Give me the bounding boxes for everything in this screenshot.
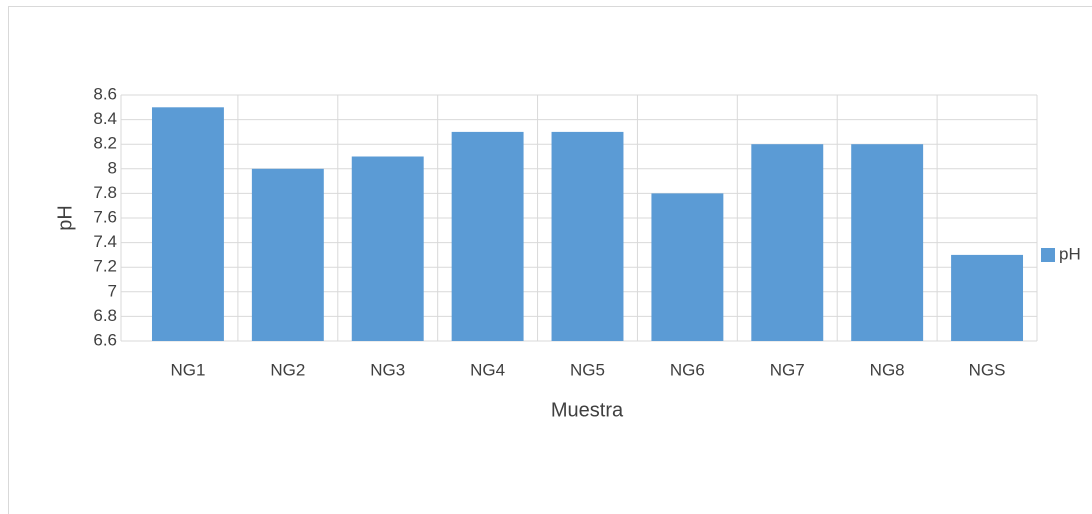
x-tick-label: NG1 <box>170 360 205 379</box>
bar <box>451 131 524 341</box>
bar <box>751 144 824 341</box>
x-axis-title: Muestra <box>551 399 624 421</box>
bar <box>351 156 424 341</box>
y-tick-label: 7.8 <box>93 183 117 202</box>
x-tick-label: NG5 <box>570 360 605 379</box>
legend-label: pH <box>1059 244 1081 263</box>
bar <box>151 107 224 341</box>
y-tick-label: 7.6 <box>93 207 117 226</box>
y-tick-label: 8.2 <box>93 134 117 153</box>
y-tick-label: 7.4 <box>93 232 117 251</box>
y-tick-label: 8 <box>108 158 117 177</box>
x-tick-label: NG7 <box>770 360 805 379</box>
y-axis-title: pH <box>54 205 76 231</box>
y-tick-label: 6.6 <box>93 330 117 349</box>
x-tick-label: NG6 <box>670 360 705 379</box>
bar <box>251 168 324 341</box>
y-tick-label: 8.6 <box>93 84 117 103</box>
bar <box>551 131 624 341</box>
x-tick-label: NGS <box>969 360 1006 379</box>
x-tick-label: NG8 <box>870 360 905 379</box>
y-tick-label: 7 <box>108 281 117 300</box>
x-tick-label: NG2 <box>270 360 305 379</box>
bar <box>951 254 1024 341</box>
legend-swatch <box>1041 248 1055 262</box>
x-tick-label: NG4 <box>470 360 505 379</box>
y-tick-label: 7.2 <box>93 257 117 276</box>
y-tick-label: 8.4 <box>93 109 117 128</box>
bar <box>851 144 924 341</box>
bar <box>651 193 724 341</box>
chart-frame <box>8 6 1092 514</box>
y-tick-label: 6.8 <box>93 306 117 325</box>
x-tick-label: NG3 <box>370 360 405 379</box>
